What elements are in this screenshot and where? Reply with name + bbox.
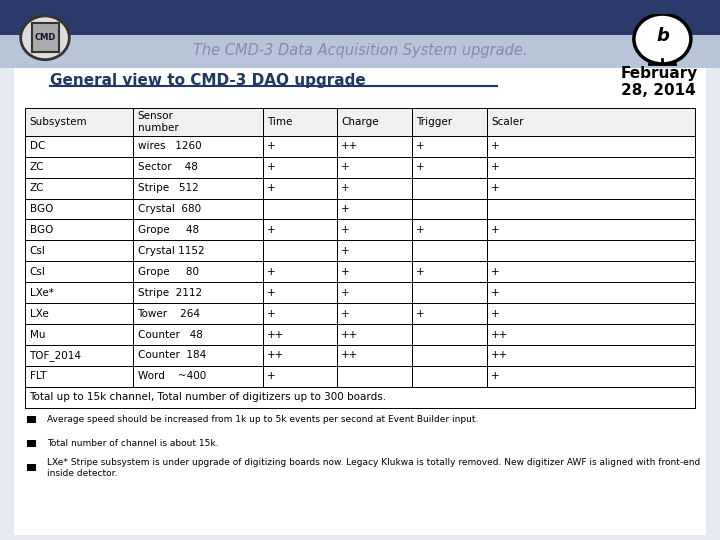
Text: Total number of channel is about 15k.: Total number of channel is about 15k. [47, 440, 218, 448]
Text: ZC: ZC [30, 183, 44, 193]
Text: Sector    48: Sector 48 [138, 162, 197, 172]
Text: ++: ++ [341, 141, 359, 151]
Text: February
28, 2014: February 28, 2014 [620, 66, 698, 98]
Text: +: + [267, 183, 276, 193]
FancyBboxPatch shape [133, 108, 263, 136]
Text: CsI: CsI [30, 267, 45, 277]
FancyBboxPatch shape [0, 35, 720, 68]
Text: +: + [416, 141, 425, 151]
Text: +: + [491, 225, 500, 235]
Text: +: + [341, 204, 350, 214]
Text: +: + [341, 162, 350, 172]
Text: Sensor
number: Sensor number [138, 111, 179, 133]
Text: +: + [491, 141, 500, 151]
Text: ++: ++ [491, 329, 508, 340]
Text: Counter   48: Counter 48 [138, 329, 202, 340]
Text: Crystal  680: Crystal 680 [138, 204, 201, 214]
Text: FLT: FLT [30, 372, 46, 381]
Text: +: + [491, 288, 500, 298]
Text: +: + [267, 308, 276, 319]
Text: LXe*: LXe* [30, 288, 53, 298]
FancyBboxPatch shape [263, 108, 337, 136]
Text: Stripe  2112: Stripe 2112 [138, 288, 202, 298]
Text: +: + [267, 372, 276, 381]
Text: Tower    264: Tower 264 [138, 308, 200, 319]
Text: +: + [416, 225, 425, 235]
Text: +: + [491, 183, 500, 193]
Text: Subsystem: Subsystem [30, 117, 87, 127]
Text: +: + [341, 308, 350, 319]
Text: b: b [656, 27, 669, 45]
Text: +: + [341, 183, 350, 193]
Text: CsI: CsI [30, 246, 45, 256]
Text: +: + [416, 162, 425, 172]
Text: +: + [267, 162, 276, 172]
Text: TOF_2014: TOF_2014 [30, 350, 81, 361]
Text: BGO: BGO [30, 225, 53, 235]
Text: Counter  184: Counter 184 [138, 350, 206, 360]
FancyBboxPatch shape [32, 23, 58, 52]
Text: General view to CMD-3 DAQ upgrade: General view to CMD-3 DAQ upgrade [50, 73, 366, 89]
Text: +: + [491, 267, 500, 277]
Text: CMD: CMD [35, 33, 55, 42]
Text: +: + [341, 246, 350, 256]
Text: +: + [491, 372, 500, 381]
Text: +: + [267, 288, 276, 298]
Text: Scaler: Scaler [491, 117, 523, 127]
Text: Grope     80: Grope 80 [138, 267, 199, 277]
Text: +: + [341, 225, 350, 235]
Text: Crystal 1152: Crystal 1152 [138, 246, 204, 256]
Text: ++: ++ [341, 329, 359, 340]
Text: ++: ++ [491, 350, 508, 360]
Text: DC: DC [30, 141, 45, 151]
Text: +: + [416, 267, 425, 277]
Text: Mu: Mu [30, 329, 45, 340]
Text: +: + [491, 308, 500, 319]
FancyBboxPatch shape [487, 108, 695, 136]
Text: Grope     48: Grope 48 [138, 225, 199, 235]
Text: Total up to 15k channel, Total number of digitizers up to 300 boards.: Total up to 15k channel, Total number of… [30, 392, 387, 402]
Text: Word    ~400: Word ~400 [138, 372, 206, 381]
Text: LXe: LXe [30, 308, 48, 319]
Text: Stripe   512: Stripe 512 [138, 183, 198, 193]
FancyBboxPatch shape [0, 0, 720, 35]
Text: Trigger: Trigger [416, 117, 452, 127]
Circle shape [634, 14, 691, 64]
Text: Average speed should be increased from 1k up to 5k events per second at Event Bu: Average speed should be increased from 1… [47, 415, 478, 424]
Text: The CMD-3 Data Acquisition System upgrade.: The CMD-3 Data Acquisition System upgrad… [193, 43, 527, 58]
Text: +: + [341, 267, 350, 277]
FancyBboxPatch shape [27, 440, 36, 447]
FancyBboxPatch shape [337, 108, 412, 136]
Circle shape [21, 16, 69, 60]
Text: wires   1260: wires 1260 [138, 141, 201, 151]
Text: ++: ++ [267, 329, 284, 340]
Text: LXe* Stripe subsystem is under upgrade of digitizing boards now. Legacy Klukwa i: LXe* Stripe subsystem is under upgrade o… [47, 458, 700, 478]
Text: ZC: ZC [30, 162, 44, 172]
Text: ++: ++ [341, 350, 359, 360]
FancyBboxPatch shape [14, 68, 706, 535]
FancyBboxPatch shape [27, 464, 36, 471]
Text: +: + [341, 288, 350, 298]
FancyBboxPatch shape [27, 416, 36, 423]
Text: Time: Time [267, 117, 292, 127]
FancyBboxPatch shape [412, 108, 487, 136]
Text: BGO: BGO [30, 204, 53, 214]
FancyBboxPatch shape [25, 108, 133, 136]
Text: +: + [491, 162, 500, 172]
Text: Charge: Charge [341, 117, 379, 127]
Text: +: + [267, 225, 276, 235]
Text: +: + [267, 141, 276, 151]
Text: +: + [416, 308, 425, 319]
Text: ++: ++ [267, 350, 284, 360]
Text: +: + [267, 267, 276, 277]
